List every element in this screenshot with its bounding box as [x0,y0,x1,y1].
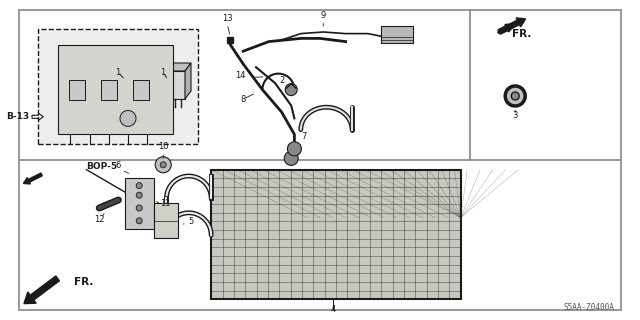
Text: 7: 7 [301,132,307,141]
Circle shape [136,205,142,211]
Circle shape [136,183,142,188]
Polygon shape [145,63,151,99]
Circle shape [284,151,298,165]
Polygon shape [185,63,191,99]
Text: S5AA-Z0400A: S5AA-Z0400A [563,303,614,312]
Bar [58,45,173,134]
Text: 3: 3 [513,111,518,120]
Circle shape [505,86,525,106]
Text: B-13: B-13 [6,112,29,121]
Text: 10: 10 [158,142,168,151]
Text: 2: 2 [279,76,284,85]
Text: 11: 11 [160,199,170,208]
FancyArrow shape [24,173,42,184]
Text: BOP-5: BOP-5 [86,162,118,171]
Text: FR.: FR. [512,28,531,39]
Bar [381,26,413,43]
Bar [165,71,185,99]
Text: 1: 1 [115,68,120,76]
Text: 8: 8 [241,95,246,104]
Text: 4: 4 [330,305,335,314]
Circle shape [511,92,519,100]
Text: 9: 9 [321,11,326,20]
Polygon shape [125,63,151,71]
Circle shape [160,162,166,168]
Bar [101,80,117,100]
Circle shape [156,157,172,173]
Circle shape [136,192,142,198]
Bar [38,29,198,144]
Bar [154,203,178,238]
Bar [69,80,85,100]
Circle shape [136,218,142,224]
Circle shape [120,110,136,126]
FancyArrow shape [498,18,525,34]
Text: FR.: FR. [74,276,93,287]
Text: 14: 14 [235,71,245,80]
Circle shape [287,142,301,156]
Polygon shape [211,170,461,299]
Polygon shape [165,63,191,71]
Text: 12: 12 [94,215,104,224]
Bar [125,71,145,99]
Text: 13: 13 [222,14,232,23]
FancyArrow shape [24,276,60,304]
Circle shape [285,84,297,96]
Text: 1: 1 [161,68,166,76]
Bar [125,178,154,229]
Text: 6: 6 [116,161,121,170]
Text: 5: 5 [189,217,194,226]
Bar [133,80,149,100]
